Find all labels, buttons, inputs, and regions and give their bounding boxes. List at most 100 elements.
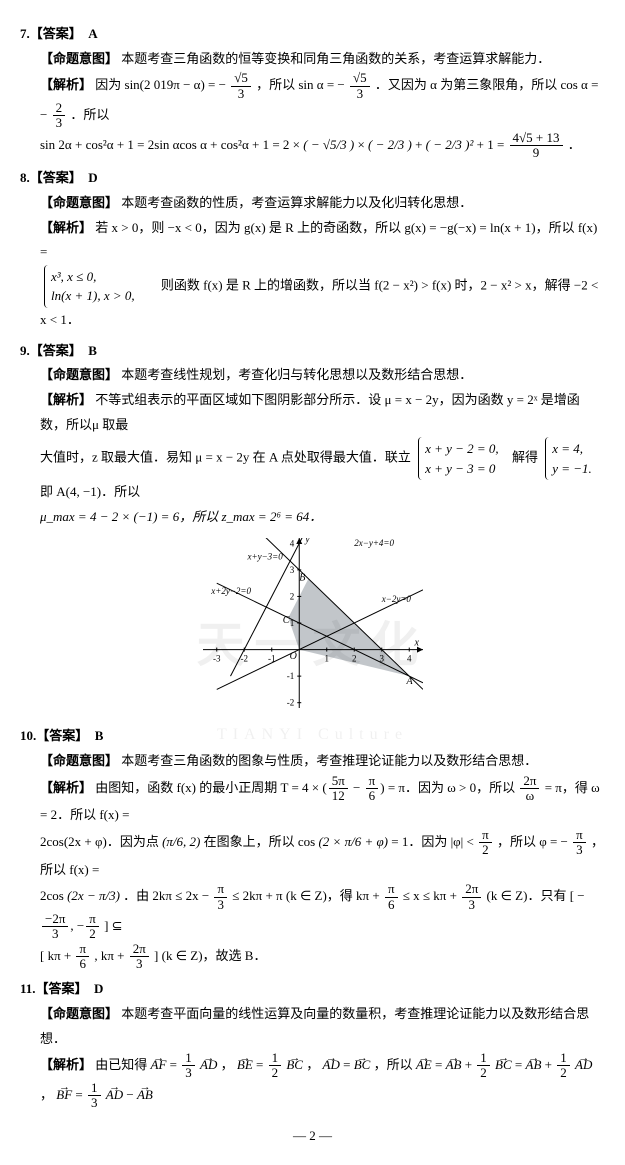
comma: ，: [306, 1057, 319, 1072]
q10-sol-l3c: ≤ 2kπ + π (k ∈ Z)，得 kπ +: [232, 888, 383, 903]
vec: AD: [575, 1057, 592, 1072]
frac: 5π12: [329, 774, 348, 804]
frac-num: 1: [269, 1051, 282, 1066]
vec: AE: [416, 1057, 432, 1072]
q9-intent: 本题考查线性规划，考查化归与转化思想以及数形结合思想．: [121, 367, 472, 382]
frac: π6: [385, 882, 398, 912]
frac-den: 2: [479, 843, 492, 857]
q9-sol-l1: 不等式组表示的平面区域如下图阴影部分所示．设 μ = x − 2y，因为函数 y…: [40, 392, 580, 432]
q10-sol-l3b: ．由 2kπ ≤ 2x −: [123, 888, 212, 903]
frac: π3: [214, 882, 227, 912]
frac: 13: [88, 1081, 101, 1111]
svg-text:B: B: [299, 572, 305, 583]
frac-den: 6: [76, 957, 89, 971]
frac-den: 2: [477, 1066, 490, 1080]
q7-intent-label: 【命题意图】: [40, 51, 118, 66]
frac: 12: [269, 1051, 282, 1081]
q10-sol-l2c: = 1．因为 |φ| <: [391, 834, 477, 849]
eq: =: [435, 1057, 446, 1072]
q8-sol-l1: 若 x > 0，则 −x < 0，因为 g(x) 是 R 上的奇函数，所以 g(…: [40, 220, 597, 260]
svg-text:-3: -3: [213, 653, 221, 663]
vec: AB: [137, 1087, 153, 1102]
frac-num: 5π: [329, 774, 348, 789]
vec: BC: [354, 1057, 371, 1072]
frac-den: 3: [573, 843, 586, 857]
frac-num: π: [479, 828, 492, 843]
q10-sol-l2b: 在图象上，所以 cos: [204, 834, 316, 849]
frac-num: π: [366, 774, 379, 789]
q7-sol-l2c: +: [415, 136, 426, 151]
svg-text:1: 1: [324, 653, 329, 663]
q11-sol-l1a: 由已知得: [95, 1057, 147, 1072]
q8-header: 8.【答案】 D: [20, 166, 605, 191]
frac-den: ω: [520, 789, 539, 803]
sys-row: y = −1.: [552, 459, 592, 479]
frac-num: 2π: [520, 774, 539, 789]
q8-intent-label: 【命题意图】: [40, 195, 118, 210]
frac-den: 3: [231, 87, 251, 101]
vec: AB: [446, 1057, 462, 1072]
frac: 23: [53, 101, 66, 131]
q10-intent-label: 【命题意图】: [40, 753, 118, 768]
sys-row: x + y − 2 = 0,: [425, 439, 499, 459]
so: ，所以: [374, 1057, 413, 1072]
piece-row: ln(x + 1), x > 0,: [51, 286, 135, 306]
piece-row: x³, x ≤ 0,: [51, 267, 135, 287]
paren-expr: ( − 2/3 ): [368, 136, 412, 151]
system: x = 4, y = −1.: [545, 437, 598, 480]
q10-sol-l1b: = π．因为 ω > 0，所以: [388, 780, 519, 795]
frac-den: 3: [182, 1066, 195, 1080]
page-number: — 2 —: [20, 1124, 605, 1149]
svg-text:-1: -1: [286, 671, 294, 681]
frac: −2π3: [42, 912, 68, 942]
q7-sol-l2a: sin 2α + cos²α + 1 = 2sin αcos α + cos²α…: [40, 136, 303, 151]
q10-sol-l3d: ≤ x ≤ kπ +: [403, 888, 460, 903]
q11-header: 11.【答案】 D: [20, 977, 605, 1002]
frac-num: 1: [477, 1051, 490, 1066]
frac-den: 12: [329, 789, 348, 803]
vec: AD: [323, 1057, 340, 1072]
frac-num: 1: [182, 1051, 195, 1066]
vec: BE: [237, 1057, 253, 1072]
vec: AD: [200, 1057, 217, 1072]
q8-intent: 本题考查函数的性质，考查运算求解能力以及化归转化思想．: [121, 195, 472, 210]
svg-text:x+2y−2=0: x+2y−2=0: [210, 586, 251, 596]
frac-num: π: [385, 882, 398, 897]
frac-num: π: [76, 942, 89, 957]
q9-intent-label: 【命题意图】: [40, 367, 118, 382]
frac-num: −2π: [42, 912, 68, 927]
svg-text:x+y−3=0: x+y−3=0: [246, 551, 283, 561]
frac-num: π: [573, 828, 586, 843]
plus: +: [465, 1057, 476, 1072]
q7-sol-l1a: 因为 sin(2 019π − α) = −: [95, 77, 226, 92]
system: x + y − 2 = 0, x + y − 3 = 0: [418, 437, 505, 480]
q7-sol-l2e: ．: [568, 136, 581, 151]
eq: =: [75, 1087, 86, 1102]
q11-intent-label: 【命题意图】: [40, 1006, 118, 1021]
frac: 12: [477, 1051, 490, 1081]
frac: π2: [479, 828, 492, 858]
frac: 4√5 + 139: [510, 131, 563, 161]
frac-num: 4√5 + 13: [510, 131, 563, 146]
q10-header: 10.【答案】 B: [20, 724, 605, 749]
frac-den: 3: [214, 898, 227, 912]
svg-text:3: 3: [289, 565, 294, 575]
vec: AD: [106, 1087, 123, 1102]
frac: 13: [182, 1051, 195, 1081]
q7-sol-l1d: ．所以: [70, 107, 109, 122]
q9-sol-l2b: 解得: [512, 450, 538, 465]
paren-expr-sq: ( − 2/3 )²: [426, 136, 474, 151]
svg-text:4: 4: [407, 653, 412, 663]
eq: =: [170, 1057, 181, 1072]
svg-text:x: x: [413, 637, 419, 648]
frac-num: 2: [53, 101, 66, 116]
frac-den: 3: [42, 927, 68, 941]
cos-arg: (2 × π/6 + φ): [318, 834, 388, 849]
frac: √53: [231, 71, 251, 101]
q9-sol-label: 【解析】: [40, 392, 92, 407]
frac-num: 2π: [130, 942, 149, 957]
vec: AF: [151, 1057, 167, 1072]
frac: 2π3: [130, 942, 149, 972]
svg-text:2x−y+4=0: 2x−y+4=0: [354, 538, 394, 548]
eq: =: [515, 1057, 526, 1072]
